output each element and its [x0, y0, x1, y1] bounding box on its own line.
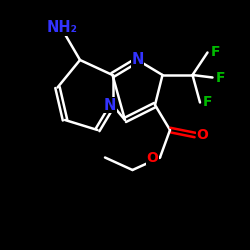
- Text: O: O: [146, 150, 158, 164]
- Text: NH₂: NH₂: [47, 20, 78, 35]
- Text: N: N: [131, 52, 144, 68]
- Text: F: F: [215, 70, 225, 85]
- Text: N: N: [104, 98, 116, 112]
- Text: F: F: [210, 46, 220, 60]
- Text: O: O: [196, 128, 208, 142]
- Text: F: F: [203, 96, 212, 110]
